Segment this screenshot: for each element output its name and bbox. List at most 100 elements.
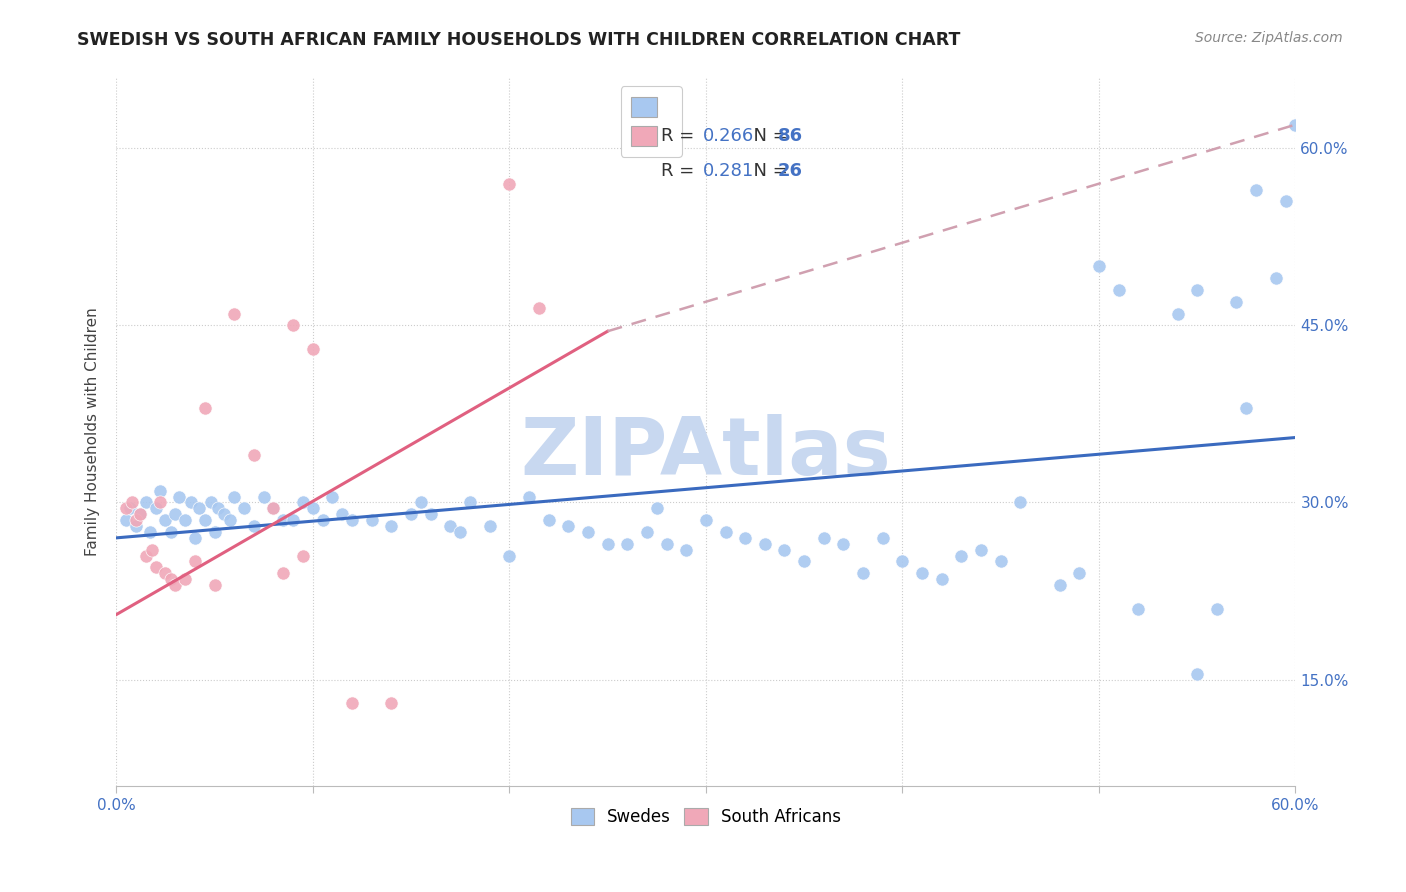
- Point: [128, 508, 150, 522]
- Point: [478, 519, 501, 533]
- Point: [281, 318, 304, 333]
- Point: [155, 513, 177, 527]
- Point: [537, 513, 560, 527]
- Point: [233, 501, 256, 516]
- Point: [194, 401, 217, 415]
- Point: [655, 537, 678, 551]
- Point: [1234, 401, 1257, 415]
- Point: [128, 508, 150, 522]
- Point: [263, 501, 285, 516]
- Point: [380, 696, 402, 710]
- Point: [167, 490, 190, 504]
- Point: [1264, 271, 1286, 285]
- Point: [160, 572, 183, 586]
- Point: [207, 501, 229, 516]
- Point: [360, 513, 382, 527]
- Text: 86: 86: [778, 127, 803, 145]
- Point: [200, 495, 222, 509]
- Point: [165, 578, 187, 592]
- Point: [1010, 495, 1032, 509]
- Point: [291, 549, 314, 563]
- Point: [576, 524, 599, 539]
- Point: [1108, 283, 1130, 297]
- Point: [311, 513, 333, 527]
- Text: R =: R =: [661, 162, 700, 180]
- Point: [1244, 183, 1267, 197]
- Legend: Swedes, South Africans: Swedes, South Africans: [562, 799, 849, 834]
- Point: [138, 524, 160, 539]
- Point: [243, 519, 266, 533]
- Point: [321, 490, 343, 504]
- Point: [174, 572, 197, 586]
- Point: [931, 572, 953, 586]
- Point: [187, 501, 209, 516]
- Point: [174, 513, 197, 527]
- Text: Source: ZipAtlas.com: Source: ZipAtlas.com: [1195, 31, 1343, 45]
- Point: [204, 524, 226, 539]
- Point: [118, 501, 141, 516]
- Point: [616, 537, 638, 551]
- Point: [714, 524, 737, 539]
- Point: [773, 542, 796, 557]
- Point: [263, 501, 285, 516]
- Point: [214, 508, 236, 522]
- Point: [273, 513, 295, 527]
- Text: 26: 26: [778, 162, 803, 180]
- Point: [291, 495, 314, 509]
- Point: [891, 554, 914, 568]
- Point: [1049, 578, 1071, 592]
- Text: SWEDISH VS SOUTH AFRICAN FAMILY HOUSEHOLDS WITH CHILDREN CORRELATION CHART: SWEDISH VS SOUTH AFRICAN FAMILY HOUSEHOL…: [77, 31, 960, 49]
- Point: [1205, 601, 1227, 615]
- Point: [813, 531, 835, 545]
- Point: [160, 524, 183, 539]
- Point: [695, 513, 717, 527]
- Point: [281, 513, 304, 527]
- Point: [517, 490, 540, 504]
- Point: [340, 513, 363, 527]
- Point: [180, 495, 202, 509]
- Point: [224, 307, 246, 321]
- Point: [125, 519, 148, 533]
- Point: [409, 495, 432, 509]
- Point: [1185, 283, 1208, 297]
- Text: 0.281: 0.281: [703, 162, 754, 180]
- Point: [458, 495, 481, 509]
- Point: [596, 537, 619, 551]
- Point: [852, 566, 875, 581]
- Text: 0.266: 0.266: [703, 127, 754, 145]
- Point: [636, 524, 658, 539]
- Point: [1167, 307, 1189, 321]
- Point: [148, 483, 170, 498]
- Point: [301, 342, 323, 356]
- Point: [184, 554, 207, 568]
- Point: [194, 513, 217, 527]
- Point: [911, 566, 934, 581]
- Point: [399, 508, 422, 522]
- Point: [1069, 566, 1091, 581]
- Text: N =: N =: [742, 127, 794, 145]
- Point: [243, 448, 266, 462]
- Point: [115, 501, 138, 516]
- Point: [734, 531, 756, 545]
- Point: [449, 524, 471, 539]
- Point: [1185, 666, 1208, 681]
- Text: R =: R =: [661, 127, 700, 145]
- Point: [1088, 260, 1111, 274]
- Point: [970, 542, 993, 557]
- Point: [135, 495, 157, 509]
- Text: ZIPAtlas: ZIPAtlas: [520, 414, 891, 491]
- Point: [1225, 294, 1247, 309]
- Point: [219, 513, 242, 527]
- Point: [165, 508, 187, 522]
- Point: [557, 519, 579, 533]
- Point: [439, 519, 461, 533]
- Point: [184, 531, 207, 545]
- Point: [145, 560, 167, 574]
- Point: [380, 519, 402, 533]
- Point: [872, 531, 894, 545]
- Point: [990, 554, 1012, 568]
- Point: [832, 537, 855, 551]
- Point: [145, 501, 167, 516]
- Point: [301, 501, 323, 516]
- Point: [125, 513, 148, 527]
